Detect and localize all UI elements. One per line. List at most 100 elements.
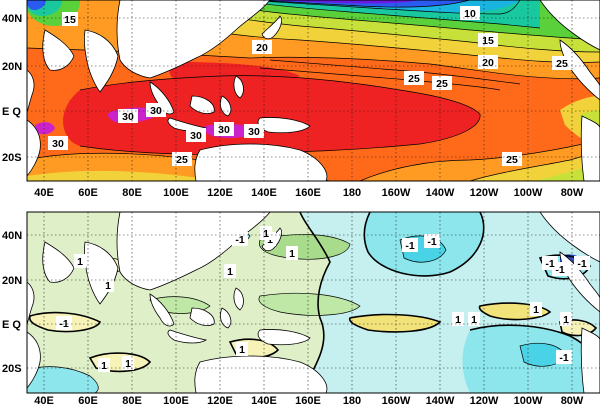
contour-label: 30 — [214, 122, 234, 136]
contour-label: 20 — [478, 55, 498, 69]
contour-label-text: 1 — [105, 280, 111, 292]
contour-label: 1 — [236, 342, 248, 356]
lon-label: 80W — [561, 395, 584, 406]
land-arabia — [42, 29, 75, 71]
lon-label: 180 — [343, 187, 361, 199]
contour-label-text: 20 — [256, 42, 268, 54]
contour-label-text: 1 — [101, 360, 107, 372]
contour-label-text: 15 — [482, 35, 494, 47]
contour-label-text: -1 — [235, 234, 244, 246]
lat-label: E Q — [2, 319, 21, 331]
contour-label: 25 — [432, 76, 452, 90]
anom-deep-cyan-southeast — [520, 343, 566, 367]
contour-label-text: 1 — [533, 304, 539, 316]
contour-label: 1 — [74, 254, 86, 268]
lon-label: 140E — [251, 187, 277, 199]
contour-label-text: 1 — [289, 248, 295, 260]
contour-label-text: 1 — [563, 314, 569, 326]
contour-label-text: 1 — [239, 344, 245, 356]
lon-label: 140W — [426, 395, 455, 406]
lon-label: 140W — [426, 187, 455, 199]
contour-label-text: 15 — [64, 14, 76, 26]
contour-label-text: -1 — [559, 352, 568, 364]
contour-label: 15 — [478, 33, 498, 47]
lon-label: 40E — [34, 187, 54, 199]
contour-label: 1 — [98, 358, 110, 372]
contour-label-text: 1 — [227, 266, 233, 278]
land-philippines-bottom — [233, 287, 244, 311]
lon-label: 80E — [122, 187, 142, 199]
contour-label: 25 — [502, 152, 522, 166]
contour-label: -1 — [542, 256, 558, 270]
contour-label: 1 — [530, 302, 542, 316]
contour-label-text: -1 — [577, 258, 586, 270]
top-panel-frame — [26, 0, 600, 182]
land-asia — [116, 0, 271, 79]
land-north-america-top — [539, 0, 600, 51]
contour-label: 30 — [244, 124, 264, 138]
lon-label: 100E — [163, 187, 189, 199]
lon-label: 60E — [78, 187, 98, 199]
contour-label-text: -1 — [555, 264, 564, 276]
lat-label: 40N — [2, 230, 22, 242]
contour-label: 10 — [460, 6, 480, 20]
land-philippines — [233, 75, 244, 99]
contour-label: 1 — [122, 356, 134, 370]
lat-label: 40N — [2, 13, 22, 25]
contour-label-text: 30 — [52, 138, 64, 150]
contour-label-text: 30 — [248, 126, 260, 138]
land-australia-top — [194, 143, 328, 181]
lon-label: 120W — [470, 187, 499, 199]
contour-label-text: 1 — [471, 314, 477, 326]
graticule-bottom — [27, 212, 600, 393]
contour-label: 1 — [468, 312, 480, 326]
graticule-top — [27, 0, 600, 181]
contour-label-text: 25 — [176, 154, 188, 166]
contour-label: 25 — [404, 71, 424, 85]
contour-label: -1 — [556, 350, 572, 364]
contour-label: -1 — [232, 232, 248, 246]
land-madagascar-region — [27, 119, 41, 177]
contour-label: 1 — [224, 264, 236, 278]
land-africa-bottom — [27, 212, 35, 325]
contour-label-text: 1 — [455, 314, 461, 326]
contour-label: -1 — [56, 316, 72, 330]
contour-label: 1 — [452, 312, 464, 326]
sst-violet-band — [265, 0, 420, 4]
anom-green-equatorial — [258, 293, 360, 316]
contour-label: 25 — [172, 152, 192, 166]
land-sulawesi-bottom — [220, 307, 232, 329]
lon-label: 100W — [514, 187, 543, 199]
contour-label-text: 30 — [190, 130, 202, 142]
lon-label: 80E — [122, 395, 142, 406]
contour-label: -1 — [402, 238, 418, 252]
contour-label: 30 — [186, 128, 206, 142]
land-japan — [261, 15, 282, 40]
lon-label: 40E — [34, 395, 54, 406]
sst-anomaly-panel — [27, 212, 600, 393]
lon-labels-bottom: 40E 60E 80E 100E 120E 140E 160E 180 160W… — [34, 395, 584, 406]
contour-label-text: 20 — [482, 57, 494, 69]
lon-label: 60E — [78, 395, 98, 406]
land-africa-top — [27, 0, 35, 113]
sst-south-indian-yellow — [27, 170, 210, 181]
contour-label-text: 1 — [263, 228, 269, 240]
lon-label: 140E — [251, 395, 277, 406]
contour-label-text: 25 — [506, 154, 518, 166]
lon-label: 120E — [207, 395, 233, 406]
contour-label-text: -1 — [405, 240, 414, 252]
land-borneo-bottom — [189, 307, 215, 326]
contour-label: 30 — [146, 103, 166, 117]
contour-label-text: 1 — [77, 256, 83, 268]
contour-label: -1 — [424, 234, 440, 248]
lon-label: 160W — [382, 187, 411, 199]
land-north-america-bottom — [539, 212, 600, 263]
sst-magenta-west — [35, 122, 55, 135]
land-india — [83, 29, 119, 93]
anom-green-north-pacific — [259, 234, 350, 260]
land-malay — [149, 81, 175, 115]
contour-label-text: 25 — [408, 73, 420, 85]
lat-label: 20S — [2, 152, 22, 164]
sst-contours — [27, 0, 600, 181]
